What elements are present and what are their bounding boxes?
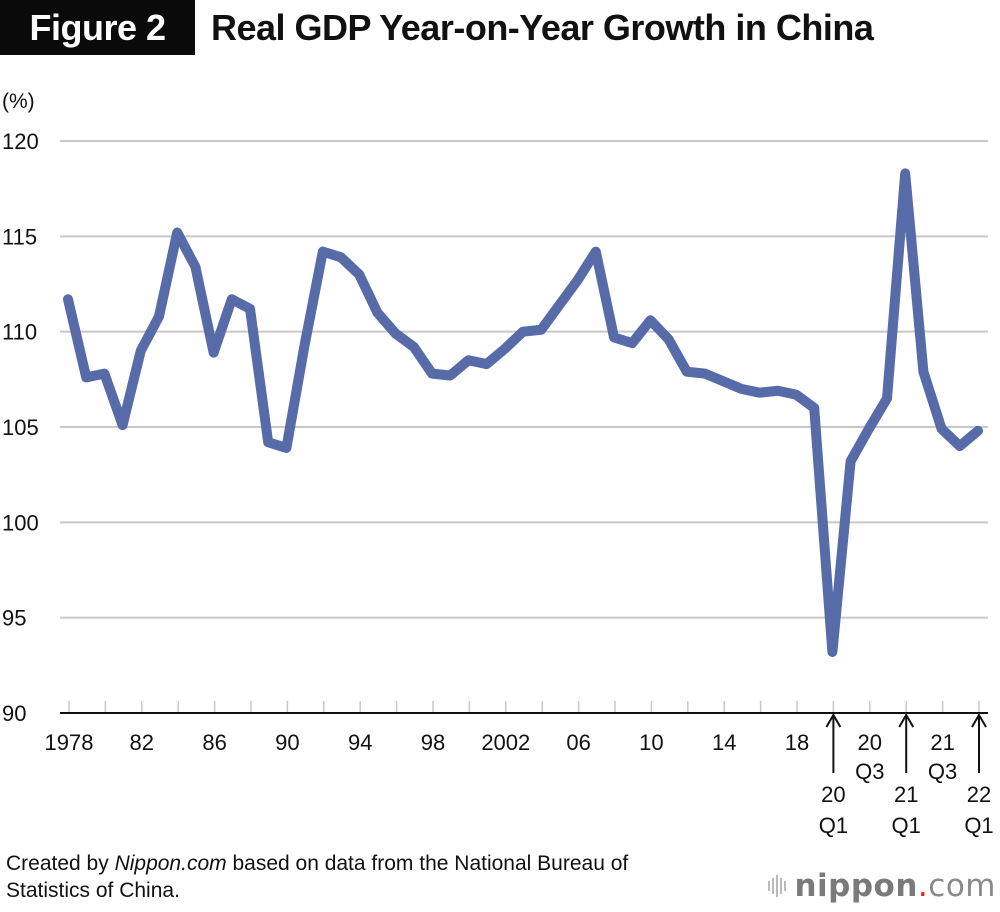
x-tick-label: 21	[930, 730, 954, 755]
y-tick-label-110: 110	[2, 320, 37, 345]
nippon-logo: nippon.com	[768, 868, 996, 904]
x-tick-label: 20	[858, 730, 882, 755]
quarter-arrow-markers: 20 Q1 21 Q1 22 Q1	[819, 713, 994, 838]
x-tick-label: 2002	[481, 730, 530, 755]
arrow-label-year: 22	[967, 782, 991, 807]
y-axis-label: (%)	[2, 90, 35, 113]
arrow-up-icon	[825, 713, 842, 728]
x-tick-label: 10	[639, 730, 663, 755]
arrow-label-quarter: Q1	[964, 813, 993, 838]
y-tick-label-90: 90	[2, 701, 26, 726]
gridlines	[60, 140, 988, 619]
arrow-label-year: 21	[894, 782, 918, 807]
x-tick-label: 82	[130, 730, 154, 755]
x-tick-label: 18	[785, 730, 809, 755]
figure-header: Figure 2 Real GDP Year-on-Year Growth in…	[0, 0, 1000, 55]
y-tick-label-95: 95	[2, 606, 26, 631]
chart-title: Real GDP Year-on-Year Growth in China	[211, 7, 874, 48]
y-axis-ticks: 90 95 100 105 110 115 120	[2, 129, 39, 726]
sound-bars-icon	[768, 875, 787, 897]
x-tick-label: 86	[202, 730, 226, 755]
y-tick-label-115: 115	[2, 224, 37, 249]
x-tick-label: 1978	[45, 730, 94, 755]
x-axis-tick-labels: 1978 82 86 90 94 98 2002 06 10 14 18 20 Q3 21 Q3	[45, 730, 958, 784]
x-tick-label-quarter: Q3	[928, 759, 957, 784]
arrow-label-quarter: Q1	[892, 813, 921, 838]
y-tick-label-100: 100	[2, 510, 39, 535]
x-tick-label: 06	[566, 730, 590, 755]
logo-wordmark: nippon.com	[794, 868, 996, 904]
source-name: Nippon.com	[114, 852, 227, 875]
arrow-up-icon	[898, 713, 915, 728]
x-tick-label: 14	[712, 730, 736, 755]
x-axis-ticks	[68, 701, 980, 713]
figure-badge: Figure 2	[0, 0, 195, 55]
line-chart: (%) 90 95 100 105 110 115 120 1978 82 86 90 94 98 20…	[2, 90, 994, 838]
data-points	[67, 173, 979, 653]
source-line-1: Created by Nippon.com based on data from…	[6, 852, 629, 875]
x-tick-label-quarter: Q3	[855, 759, 884, 784]
arrow-up-icon	[971, 713, 987, 728]
source-note: Created by Nippon.com based on data from…	[6, 850, 628, 904]
y-tick-label-120: 120	[2, 129, 39, 154]
arrow-label-quarter: Q1	[819, 813, 848, 838]
source-line-2: Statistics of China.	[6, 879, 180, 902]
series-line-gdp	[63, 168, 983, 657]
arrow-label-year: 20	[821, 782, 845, 807]
x-tick-label: 90	[275, 730, 299, 755]
y-tick-label-105: 105	[2, 415, 39, 440]
x-tick-label: 98	[421, 730, 445, 755]
x-tick-label: 94	[348, 730, 372, 755]
